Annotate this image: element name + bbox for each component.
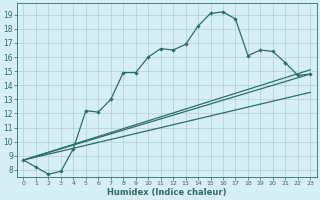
X-axis label: Humidex (Indice chaleur): Humidex (Indice chaleur) — [107, 188, 227, 197]
